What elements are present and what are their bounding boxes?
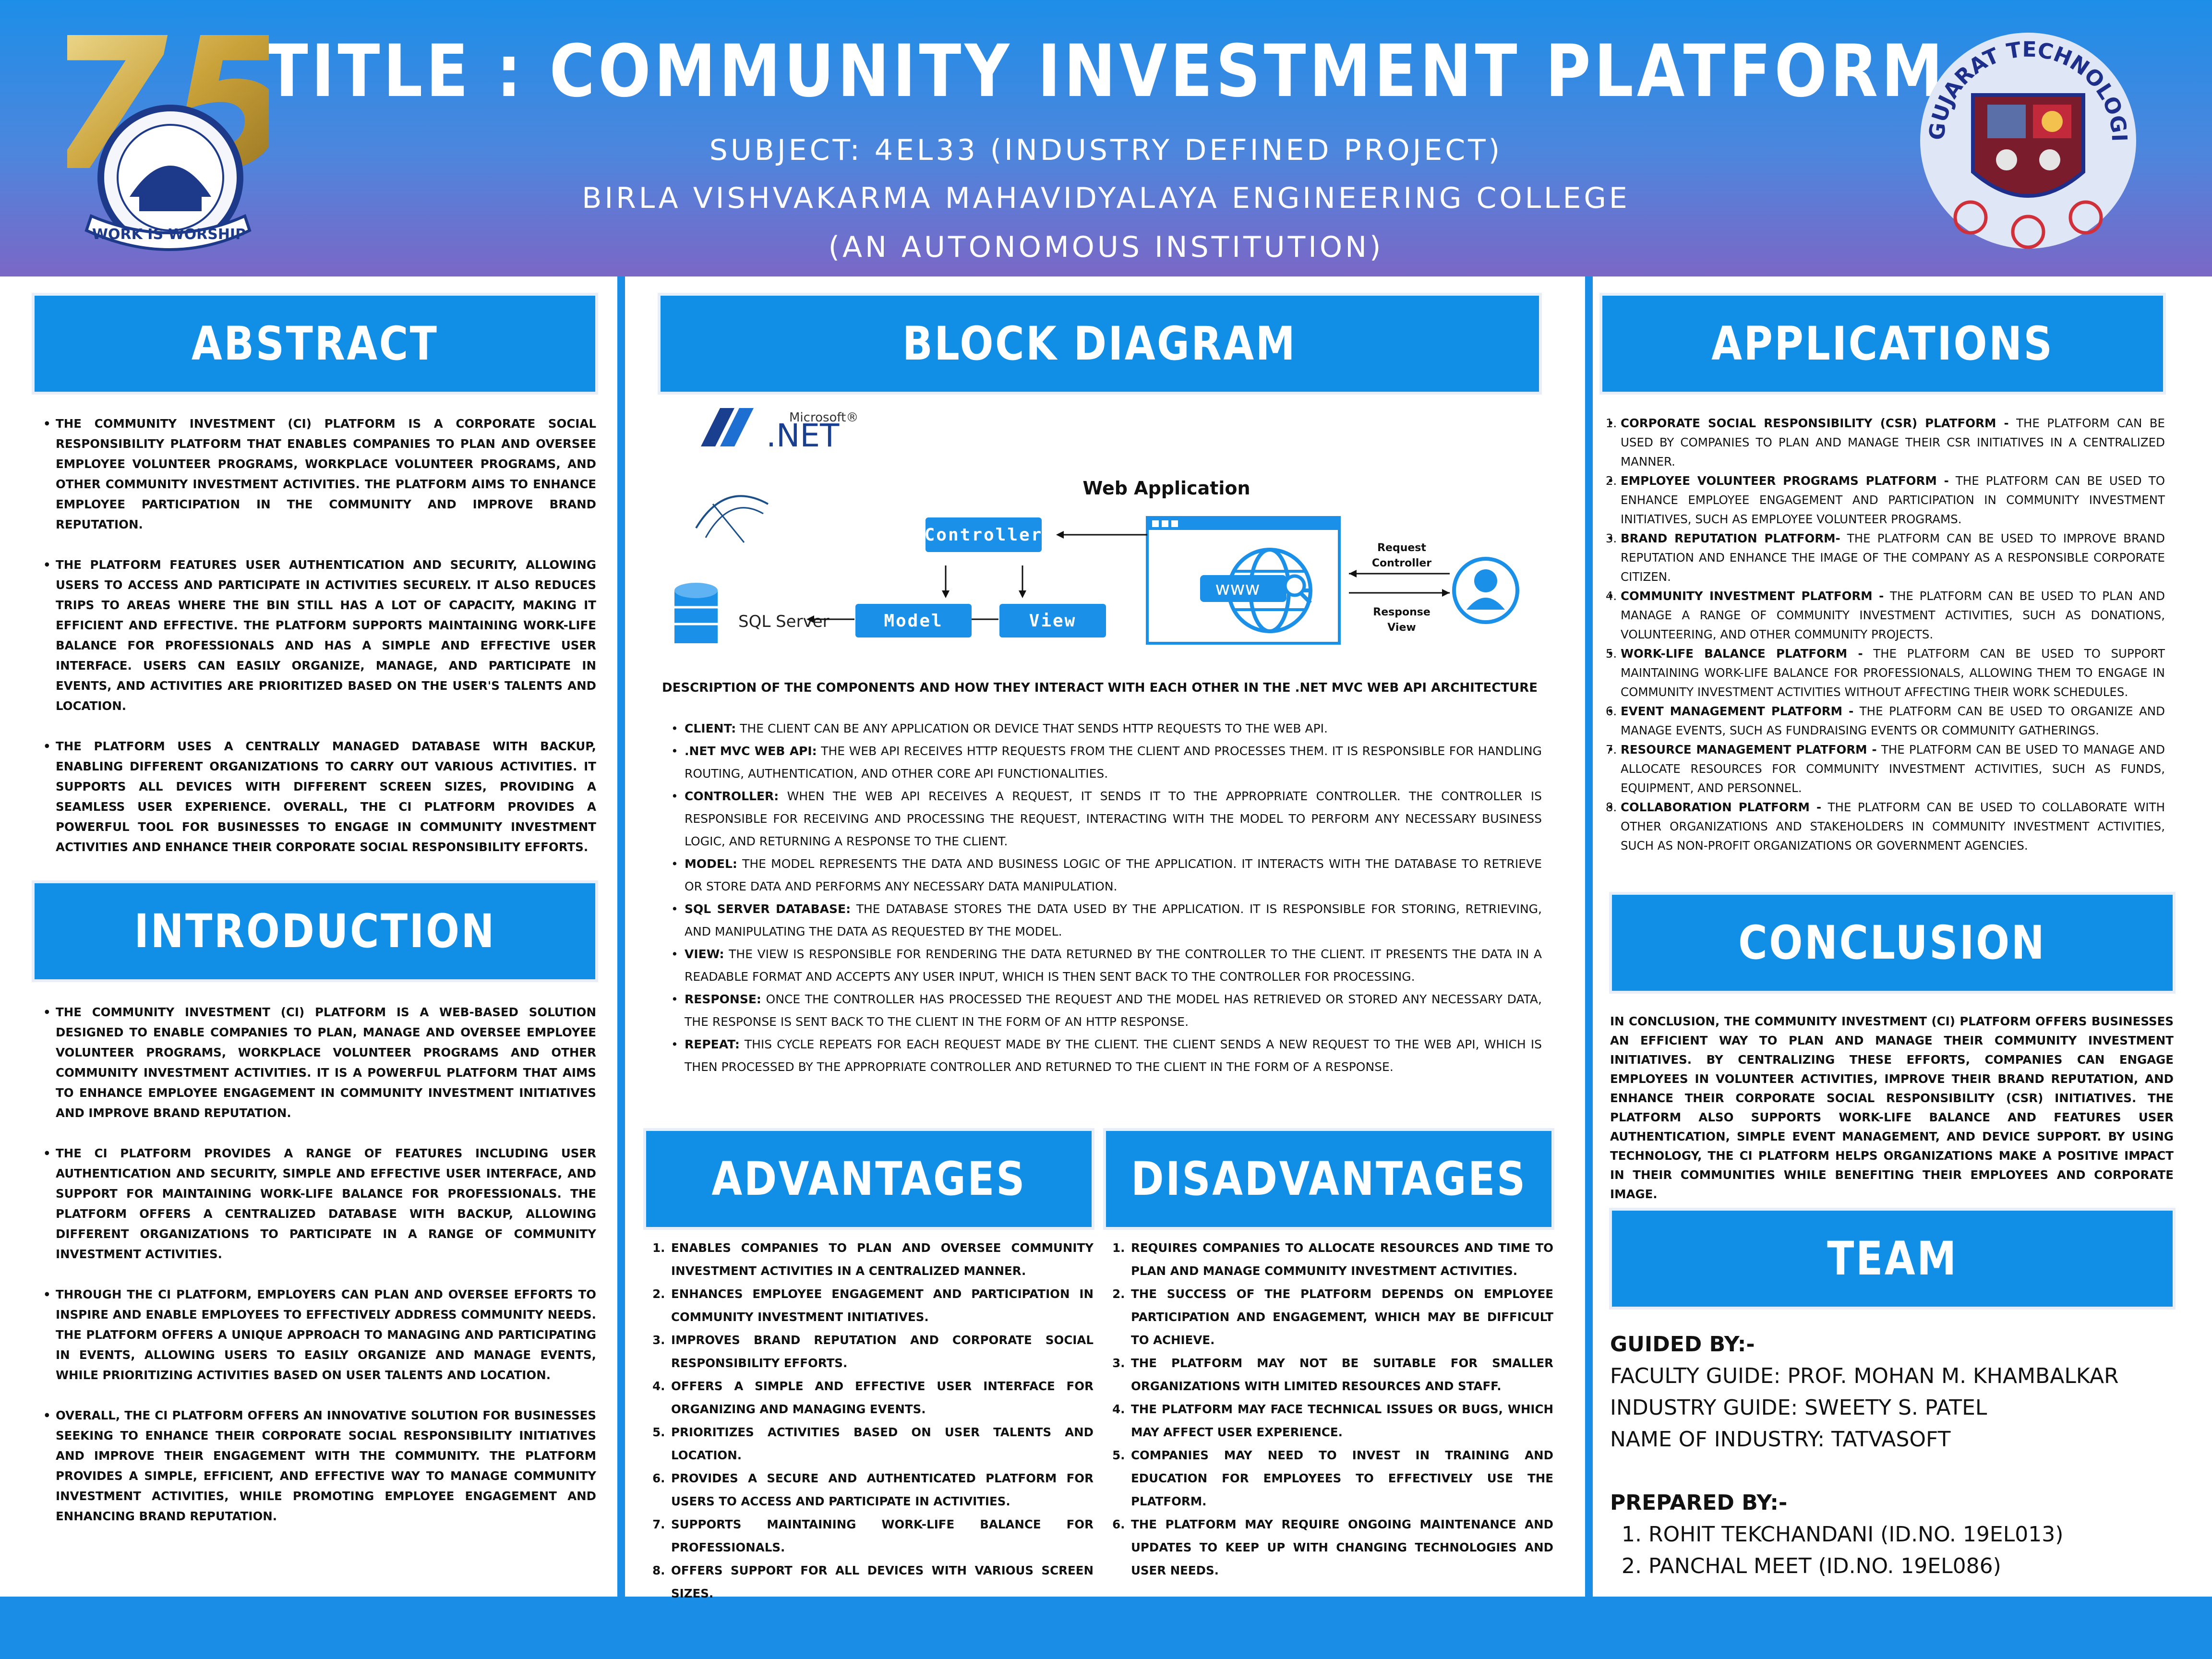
- application-item: EMPLOYEE VOLUNTEER PROGRAMS PLATFORM - T…: [1607, 471, 2165, 529]
- industry-guide: INDUSTRY GUIDE: SWEETY S. PATEL: [1610, 1395, 1987, 1420]
- team-details: GUIDED BY:- FACULTY GUIDE: PROF. MOHAN M…: [1610, 1329, 2176, 1582]
- guided-by-label: GUIDED BY:-: [1610, 1332, 1755, 1357]
- abstract-paragraph: THE COMMUNITY INVESTMENT (CI) PLATFORM I…: [43, 414, 596, 535]
- disadvantage-item: THE SUCCESS OF THE PLATFORM DEPENDS ON E…: [1129, 1283, 1553, 1352]
- bvm-75-logo: 75 WORK IS WORSHIP: [67, 19, 269, 251]
- sql-server-label: SQL Server: [738, 612, 830, 631]
- dotnet-microsoft-text: Microsoft®: [789, 410, 858, 425]
- model-box: Model: [855, 604, 972, 637]
- dotnet-text: .NET: [766, 417, 840, 454]
- team-member: ROHIT TEKCHANDANI (ID.NO. 19EL013): [1648, 1519, 2176, 1551]
- view-box: View: [999, 604, 1106, 637]
- introduction-paragraph: THROUGH THE CI PLATFORM, EMPLOYERS CAN P…: [43, 1285, 596, 1385]
- introduction-paragraph: OVERALL, THE CI PLATFORM OFFERS AN INNOV…: [43, 1406, 596, 1527]
- sql-server-icon: SQL Server: [674, 495, 830, 643]
- advantage-item: SUPPORTS MAINTAINING WORK-LIFE BALANCE F…: [669, 1513, 1094, 1559]
- prepared-by-label: PREPARED BY:-: [1610, 1491, 1788, 1515]
- application-item: RESOURCE MANAGEMENT PLATFORM - THE PLATF…: [1607, 740, 2165, 798]
- dotnet-logo: Microsoft® .NET: [701, 408, 858, 454]
- component-item: SQL SERVER DATABASE: THE DATABASE STORES…: [671, 898, 1542, 943]
- advantage-item: PRIORITIZES ACTIVITIES BASED ON USER TAL…: [669, 1421, 1094, 1467]
- controller-box: Controller: [925, 517, 1042, 552]
- advantages-list: ENABLES COMPANIES TO PLAN AND OVERSEE CO…: [647, 1237, 1094, 1605]
- advantage-item: PROVIDES A SECURE AND AUTHENTICATED PLAT…: [669, 1467, 1094, 1513]
- request-controller-label: Controller: [1372, 557, 1431, 569]
- component-item: RESPONSE: ONCE THE CONTROLLER HAS PROCES…: [671, 988, 1542, 1033]
- component-description-list: CLIENT: THE CLIENT CAN BE ANY APPLICATIO…: [659, 717, 1542, 1078]
- response-view-label: View: [1387, 622, 1416, 634]
- disadvantage-item: THE PLATFORM MAY NOT BE SUITABLE FOR SMA…: [1129, 1352, 1553, 1398]
- poster-header: TITLE : COMMUNITY INVESTMENT PLATFORM SU…: [0, 0, 2212, 276]
- component-item: MODEL: THE MODEL REPRESENTS THE DATA AND…: [671, 853, 1542, 898]
- block-diagram-heading: BLOCK DIAGRAM: [658, 293, 1542, 395]
- logo-motto: WORK IS WORSHIP: [92, 226, 246, 243]
- abstract-paragraph: THE PLATFORM FEATURES USER AUTHENTICATIO…: [43, 555, 596, 716]
- team-heading: TEAM: [1609, 1208, 2176, 1310]
- application-item: BRAND REPUTATION PLATFORM- THE PLATFORM …: [1607, 529, 2165, 587]
- application-item: COMMUNITY INVESTMENT PLATFORM - THE PLAT…: [1607, 587, 2165, 644]
- advantage-item: IMPROVES BRAND REPUTATION AND CORPORATE …: [669, 1329, 1094, 1375]
- industry-name: NAME OF INDUSTRY: TATVASOFT: [1610, 1427, 1951, 1452]
- component-item: .NET MVC WEB API: THE WEB API RECEIVES H…: [671, 740, 1542, 785]
- application-item: WORK-LIFE BALANCE PLATFORM - THE PLATFOR…: [1607, 644, 2165, 702]
- www-text: www: [1215, 578, 1260, 599]
- abstract-paragraph: THE PLATFORM USES A CENTRALLY MANAGED DA…: [43, 736, 596, 857]
- institution-line: (AN AUTONOMOUS INSTITUTION): [828, 230, 1384, 264]
- advantage-item: ENHANCES EMPLOYEE ENGAGEMENT AND PARTICI…: [669, 1283, 1094, 1329]
- component-item: VIEW: THE VIEW IS RESPONSIBLE FOR RENDER…: [671, 943, 1542, 988]
- component-item: CLIENT: THE CLIENT CAN BE ANY APPLICATIO…: [671, 717, 1542, 740]
- request-label: Request: [1377, 542, 1426, 554]
- conclusion-heading: CONCLUSION: [1609, 892, 2176, 994]
- disadvantages-list: REQUIRES COMPANIES TO ALLOCATE RESOURCES…: [1107, 1237, 1553, 1582]
- faculty-guide: FACULTY GUIDE: PROF. MOHAN M. KHAMBALKAR: [1610, 1364, 2119, 1388]
- advantage-item: OFFERS A SIMPLE AND EFFECTIVE USER INTER…: [669, 1375, 1094, 1421]
- browser-window-icon: www: [1146, 516, 1341, 645]
- response-label: Response: [1373, 606, 1431, 618]
- introduction-paragraph: THE CI PLATFORM PROVIDES A RANGE OF FEAT…: [43, 1143, 596, 1264]
- application-item: COLLABORATION PLATFORM - THE PLATFORM CA…: [1607, 798, 2165, 855]
- application-item: EVENT MANAGEMENT PLATFORM - THE PLATFORM…: [1607, 702, 2165, 740]
- disadvantage-item: REQUIRES COMPANIES TO ALLOCATE RESOURCES…: [1129, 1237, 1553, 1283]
- advantage-item: OFFERS SUPPORT FOR ALL DEVICES WITH VARI…: [669, 1559, 1094, 1605]
- diagram-description-title: DESCRIPTION OF THE COMPONENTS AND HOW TH…: [662, 681, 1538, 695]
- conclusion-text: IN CONCLUSION, THE COMMUNITY INVESTMENT …: [1610, 1014, 2174, 1201]
- team-member: PANCHAL MEET (ID.NO. 19EL086): [1648, 1551, 2176, 1582]
- abstract-heading: ABSTRACT: [32, 293, 598, 395]
- subject-line: SUBJECT: 4EL33 (INDUSTRY DEFINED PROJECT…: [709, 133, 1503, 167]
- disadvantage-item: COMPANIES MAY NEED TO INVEST IN TRAINING…: [1129, 1444, 1553, 1513]
- college-line: BIRLA VISHVAKARMA MAHAVIDYALAYA ENGINEER…: [582, 181, 1630, 215]
- advantage-item: ENABLES COMPANIES TO PLAN AND OVERSEE CO…: [669, 1237, 1094, 1283]
- disadvantages-heading: DISADVANTAGES: [1103, 1128, 1554, 1230]
- user-icon: [1452, 557, 1519, 624]
- mvc-diagram: Microsoft® .NET Web Application www Requ…: [674, 408, 1519, 645]
- gtu-logo: GUJARAT TECHNOLOGICAL UNIVERSITY: [1915, 28, 2136, 249]
- disadvantage-item: THE PLATFORM MAY FACE TECHNICAL ISSUES O…: [1129, 1398, 1553, 1444]
- disadvantage-item: THE PLATFORM MAY REQUIRE ONGOING MAINTEN…: [1129, 1513, 1553, 1582]
- abstract-body: THE COMMUNITY INVESTMENT (CI) PLATFORM I…: [35, 414, 596, 878]
- applications-heading: APPLICATIONS: [1599, 293, 2166, 395]
- applications-list: CORPORATE SOCIAL RESPONSIBILITY (CSR) PL…: [1599, 414, 2165, 855]
- web-application-label: Web Application: [1082, 478, 1250, 499]
- introduction-heading: INTRODUCTION: [32, 880, 598, 982]
- poster-title: TITLE : COMMUNITY INVESTMENT PLATFORM: [265, 30, 1947, 113]
- advantages-heading: ADVANTAGES: [643, 1128, 1094, 1230]
- introduction-paragraph: THE COMMUNITY INVESTMENT (CI) PLATFORM I…: [43, 1002, 596, 1123]
- introduction-body: THE COMMUNITY INVESTMENT (CI) PLATFORM I…: [35, 1002, 596, 1547]
- component-item: REPEAT: THIS CYCLE REPEATS FOR EACH REQU…: [671, 1033, 1542, 1078]
- application-item: CORPORATE SOCIAL RESPONSIBILITY (CSR) PL…: [1607, 414, 2165, 471]
- component-item: CONTROLLER: WHEN THE WEB API RECEIVES A …: [671, 785, 1542, 853]
